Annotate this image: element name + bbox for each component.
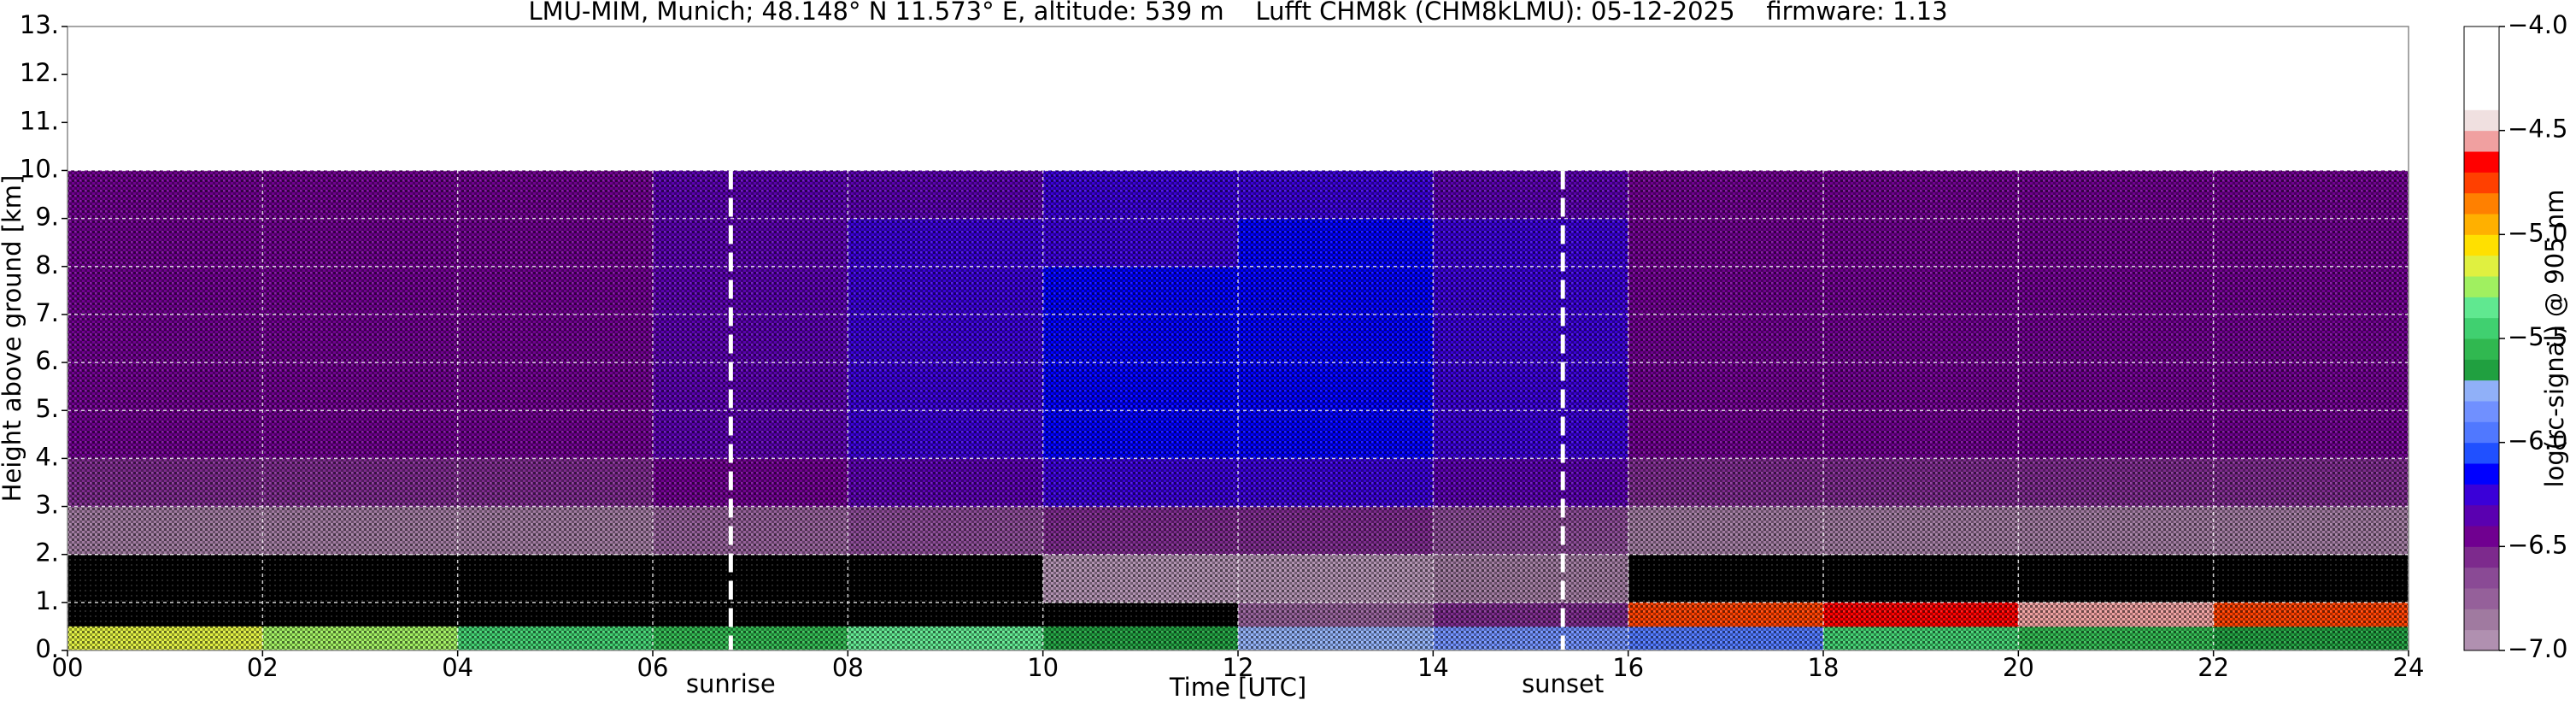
y-tick-label: 2.: [35, 538, 59, 568]
chart-title: LMU-MIM, Munich; 48.148° N 11.573° E, al…: [528, 0, 1947, 26]
y-tick-label: 1.: [35, 586, 59, 615]
y-tick-label: 8.: [35, 250, 59, 279]
colorbar-swatch: [2464, 526, 2499, 547]
x-tick-label: 10: [1027, 653, 1059, 682]
x-tick-label: 08: [832, 653, 864, 682]
colorbar-swatch: [2464, 68, 2499, 90]
colorbar-swatch: [2464, 609, 2499, 631]
colorbar-swatch: [2464, 317, 2499, 339]
y-tick-label: 11.: [20, 106, 59, 135]
colorbar-swatch: [2464, 567, 2499, 589]
x-tick-label: 00: [52, 653, 84, 682]
colorbar-swatch: [2464, 109, 2499, 132]
x-tick-label: 18: [1808, 653, 1840, 682]
colorbar-swatch: [2464, 89, 2499, 110]
colorbar-swatch: [2464, 484, 2499, 506]
colorbar-swatch: [2464, 359, 2499, 381]
colorbar-swatch: [2464, 192, 2499, 215]
x-tick-label: 24: [2393, 653, 2425, 682]
y-tick-label: 12.: [20, 58, 59, 87]
y-tick-label: 3.: [35, 491, 59, 520]
x-tick-label: 16: [1612, 653, 1644, 682]
colorbar-swatch: [2464, 463, 2499, 485]
colorbar-label: log(rc-signal) @ 905 nm: [2540, 190, 2569, 488]
colorbar-swatch: [2464, 401, 2499, 422]
x-tick-label: 12: [1223, 653, 1254, 682]
colorbar-swatch: [2464, 172, 2499, 194]
x-tick-label: 22: [2198, 653, 2229, 682]
x-tick-label: 14: [1417, 653, 1449, 682]
x-tick-label: 02: [247, 653, 279, 682]
y-tick-label: 0.: [35, 634, 59, 663]
colorbar-tick-label: −4.0: [2508, 10, 2567, 39]
x-tick-label: 04: [442, 653, 473, 682]
y-tick-label: 5.: [35, 394, 59, 423]
colorbar-swatch: [2464, 421, 2499, 444]
x-axis-label: Time [UTC]: [1169, 673, 1306, 702]
colorbar-swatch: [2464, 546, 2499, 568]
x-tick-label: 20: [2003, 653, 2034, 682]
plot-area: [67, 26, 2409, 651]
colorbar-swatch: [2464, 214, 2499, 235]
y-tick-label: 9.: [35, 203, 59, 232]
colorbar-tick-label: −6.5: [2508, 530, 2567, 559]
y-tick-label: 10.: [20, 154, 59, 183]
colorbar-tick-label: −5.0: [2508, 218, 2567, 247]
y-tick-label: 13.: [20, 10, 59, 39]
colorbar-tick-label: −6.0: [2508, 427, 2567, 456]
colorbar-swatch: [2464, 151, 2499, 173]
colorbar-swatch: [2464, 504, 2499, 527]
annotation-label: sunrise: [686, 669, 776, 698]
colorbar-swatch: [2464, 130, 2499, 152]
colorbar-swatch: [2464, 297, 2499, 319]
colorbar-swatch: [2464, 276, 2499, 297]
annotation-label: sunset: [1522, 669, 1604, 698]
x-tick-label: 06: [637, 653, 669, 682]
colorbar-tick-label: −4.5: [2508, 115, 2567, 144]
colorbar-tick-label: −7.0: [2508, 634, 2567, 663]
colorbar-swatch: [2464, 255, 2499, 277]
colorbar-swatch: [2464, 338, 2499, 360]
colorbar-swatch: [2464, 442, 2499, 464]
colorbar-swatch: [2464, 26, 2499, 48]
y-tick-label: 7.: [35, 298, 59, 327]
colorbar-swatch: [2464, 379, 2499, 402]
colorbar-tick-label: −5.5: [2508, 322, 2567, 351]
y-tick-label: 4.: [35, 442, 59, 471]
y-axis-label: Height above ground [km]: [0, 175, 26, 503]
y-tick-label: 6.: [35, 346, 59, 375]
colorbar-swatch: [2464, 588, 2499, 609]
colorbar-swatch: [2464, 629, 2499, 651]
colorbar-swatch: [2464, 47, 2499, 69]
colorbar-swatch: [2464, 234, 2499, 256]
